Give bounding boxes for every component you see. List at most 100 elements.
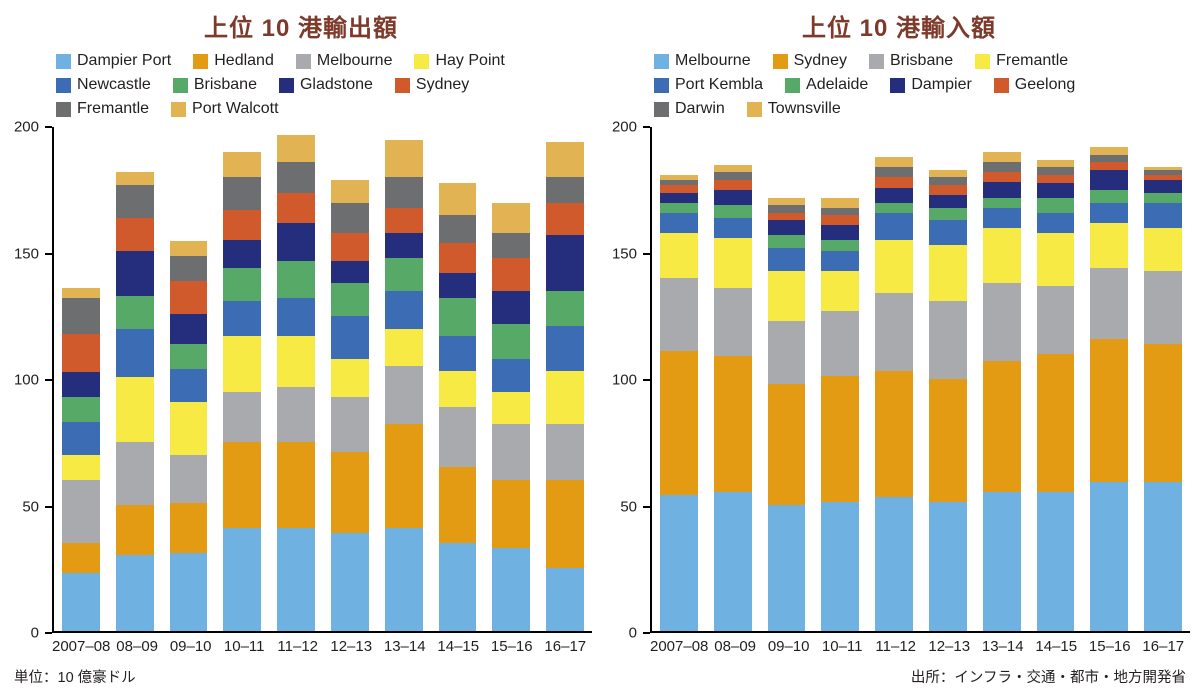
- bar-column-10-11: [215, 152, 269, 631]
- bar-segment-dampier: [660, 192, 698, 203]
- legend-item-melbourne: Melbourne: [654, 52, 751, 70]
- bar-segment-hay-point: [546, 371, 584, 425]
- bar-segment-fremantle: [546, 177, 584, 203]
- bar-segment-dampier-port: [384, 527, 423, 631]
- y-tick-label: 0: [30, 624, 39, 642]
- bar-segment-port-kembla: [929, 220, 967, 246]
- bar-segment-adelaide: [875, 202, 913, 213]
- x-tick-label: 14–15: [1035, 638, 1078, 655]
- bar-stack: [982, 152, 1021, 631]
- bar-segment-newcastle: [492, 358, 531, 392]
- bar-segment-hedland: [384, 424, 423, 528]
- bar-segment-townsville: [1144, 167, 1182, 170]
- legend-row: Melbourne Sydney Brisbane Fremantle: [654, 49, 1190, 73]
- bar-segment-brisbane: [1144, 270, 1182, 344]
- legend-swatch-icon: [56, 101, 71, 117]
- y-tick-mark: [643, 379, 650, 381]
- bar-segment-townsville: [875, 157, 913, 168]
- bar-segment-port-walcott: [115, 172, 154, 186]
- bar-segment-dampier: [929, 195, 967, 208]
- bar-segment-dampier: [1036, 182, 1075, 198]
- bar-segment-hedland: [169, 502, 208, 553]
- bar-segment-geelong: [1036, 174, 1075, 183]
- legend-swatch-icon: [56, 53, 71, 69]
- bar-segment-geelong: [821, 215, 860, 226]
- bar-segment-fremantle: [492, 232, 531, 259]
- y-tick-label: 100: [611, 371, 637, 389]
- bar-segment-port-kembla: [982, 207, 1021, 228]
- y-tick-mark: [45, 126, 52, 128]
- bar-column-2007-08: [652, 174, 706, 631]
- bar-segment-sydney: [277, 192, 315, 223]
- legend-label: Melbourne: [675, 52, 751, 69]
- legend-swatch-icon: [654, 53, 669, 69]
- bar-stack: [492, 202, 531, 631]
- x-tick-label: 16–17: [1142, 638, 1185, 655]
- bar-segment-brisbane: [1036, 285, 1075, 354]
- y-tick-label: 100: [13, 371, 39, 389]
- x-tick-label: 2007–08: [650, 638, 709, 655]
- bar-segment-adelaide: [929, 207, 967, 221]
- bar-column-14-15: [1029, 159, 1083, 631]
- bar-stack: [1090, 147, 1129, 631]
- bar-stack: [1036, 159, 1075, 631]
- bar-segment-gladstone: [223, 240, 262, 269]
- legend-item-dampier-port: Dampier Port: [56, 52, 171, 70]
- export-chart-panel: 上位 10 港輸出額 Dampier Port Hedland Melbourne H…: [10, 6, 592, 655]
- bar-segment-port-walcott: [492, 202, 531, 233]
- x-tick-label: 08–09: [116, 638, 159, 655]
- legend-item-melbourne: Melbourne: [295, 52, 392, 70]
- legend-swatch-icon: [772, 53, 788, 69]
- y-tick-label: 200: [611, 118, 637, 136]
- bar-segment-sydney: [821, 376, 860, 503]
- bar-column-12-13: [921, 169, 975, 631]
- bar-segment-hay-point: [438, 371, 477, 407]
- bar-stack: [115, 172, 154, 631]
- legend-item-geelong: Geelong: [993, 76, 1075, 94]
- bar-segment-fremantle: [331, 202, 369, 233]
- bar-stack: [384, 139, 423, 631]
- bar-segment-hay-point: [384, 328, 423, 367]
- bar-segment-melbourne: [929, 502, 967, 631]
- bar-segment-newcastle: [546, 326, 584, 372]
- y-tick-mark: [643, 252, 650, 255]
- bar-column-10-11: [813, 197, 867, 631]
- bar-segment-hay-point: [492, 391, 531, 425]
- legend-row: Fremantle Port Walcott: [56, 97, 592, 121]
- source-label: 出所：インフラ・交通・都市・地方開発省: [910, 670, 1186, 686]
- bar-segment-sydney: [546, 202, 584, 236]
- bar-segment-fremantle: [62, 298, 100, 334]
- bar-segment-sydney: [982, 361, 1021, 493]
- export-chart-title: 上位 10 港輸出額: [203, 15, 399, 42]
- bar-segment-sydney: [438, 243, 477, 274]
- import-chart-panel: 上位 10 港輸入額 Melbourne Sydney Brisbane Freman…: [608, 6, 1190, 655]
- x-tick-label: 09–10: [169, 638, 212, 655]
- bar-segment-fremantle: [277, 162, 315, 193]
- bar-segment-hay-point: [169, 401, 208, 455]
- y-tick-label: 150: [611, 245, 637, 262]
- bar-column-12-13: [323, 180, 377, 631]
- bar-segment-darwin: [982, 162, 1021, 173]
- bar-segment-dampier-port: [62, 573, 100, 631]
- legend-label: Hedland: [214, 52, 274, 69]
- y-tick-mark: [643, 505, 650, 508]
- bar-stack: [713, 164, 752, 631]
- y-tick-label: 150: [13, 245, 39, 262]
- bar-segment-dampier: [821, 225, 860, 241]
- legend-swatch-icon: [890, 77, 906, 93]
- bar-segment-geelong: [767, 212, 806, 221]
- bar-segment-newcastle: [223, 300, 262, 337]
- bar-segment-townsville: [821, 197, 860, 208]
- bar-segment-darwin: [1144, 169, 1182, 175]
- export-plot-row: 0 50 100 150 200: [10, 119, 592, 642]
- bar-segment-dampier-port: [223, 527, 262, 631]
- x-tick-label: 12–13: [928, 638, 971, 655]
- bar-segment-port-kembla: [1036, 212, 1075, 233]
- bar-segment-hedland: [546, 479, 584, 568]
- bar-segment-brisbane: [492, 323, 531, 359]
- x-tick-label: 11–12: [277, 638, 319, 655]
- x-tick-label: 12–13: [330, 638, 373, 655]
- bar-segment-brisbane: [169, 343, 208, 369]
- bar-column-15-16: [484, 202, 538, 631]
- bar-segment-melbourne: [1090, 482, 1129, 631]
